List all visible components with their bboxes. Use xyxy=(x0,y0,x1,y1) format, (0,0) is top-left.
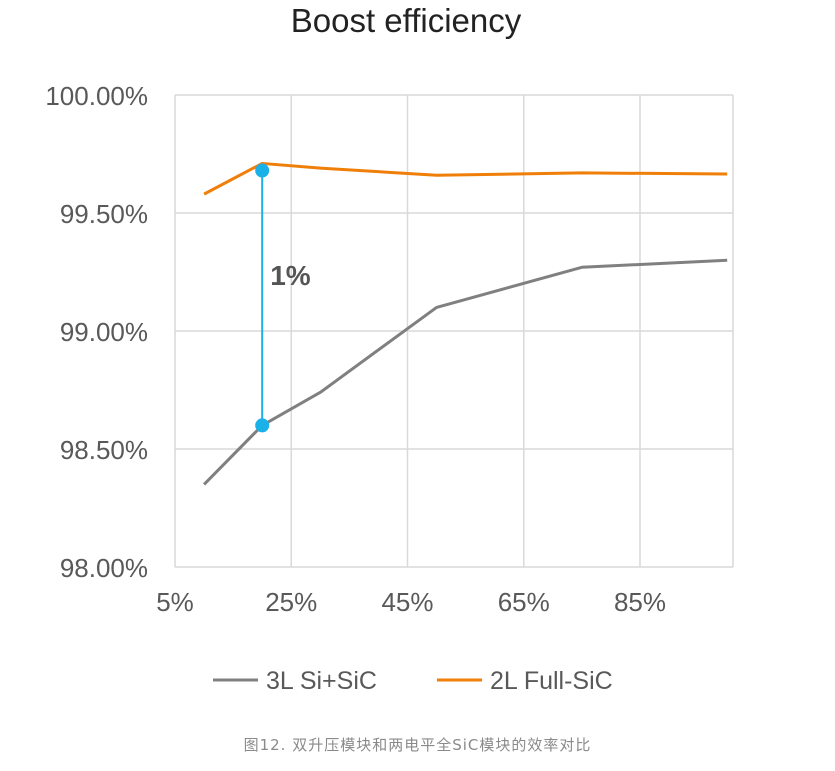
grid xyxy=(174,94,734,568)
y-tick-label: 99.50% xyxy=(60,199,148,229)
annotation: 1% xyxy=(255,163,311,433)
y-tick-label: 99.00% xyxy=(60,317,148,347)
chart-title: Boost efficiency xyxy=(291,2,522,39)
series-line-3l-si-sic xyxy=(202,258,728,486)
annotation-label: 1% xyxy=(270,260,311,291)
x-tick-label: 5% xyxy=(156,587,194,617)
annotation-point-top xyxy=(255,163,270,178)
x-tick-label: 45% xyxy=(381,587,433,617)
series-lines xyxy=(202,161,728,486)
figure-caption: 图12. 双升压模块和两电平全SiC模块的效率对比 xyxy=(243,736,592,754)
legend-label: 2L Full-SiC xyxy=(490,667,613,695)
legend-label: 3L Si+SiC xyxy=(266,667,377,695)
x-tick-label: 25% xyxy=(265,587,317,617)
x-tick-label: 85% xyxy=(614,587,666,617)
y-tick-label: 100.00% xyxy=(45,81,148,111)
y-axis: 98.00% 98.50% 99.00% 99.50% 100.00% xyxy=(45,81,148,583)
y-tick-label: 98.50% xyxy=(60,435,148,465)
legend: 3L Si+SiC 2L Full-SiC xyxy=(213,667,613,695)
x-tick-label: 65% xyxy=(498,587,550,617)
annotation-point-bottom xyxy=(255,418,270,433)
y-tick-label: 98.00% xyxy=(60,553,148,583)
series-line-2l-full-sic xyxy=(203,161,728,196)
x-axis: 5% 25% 45% 65% 85% xyxy=(156,587,666,617)
